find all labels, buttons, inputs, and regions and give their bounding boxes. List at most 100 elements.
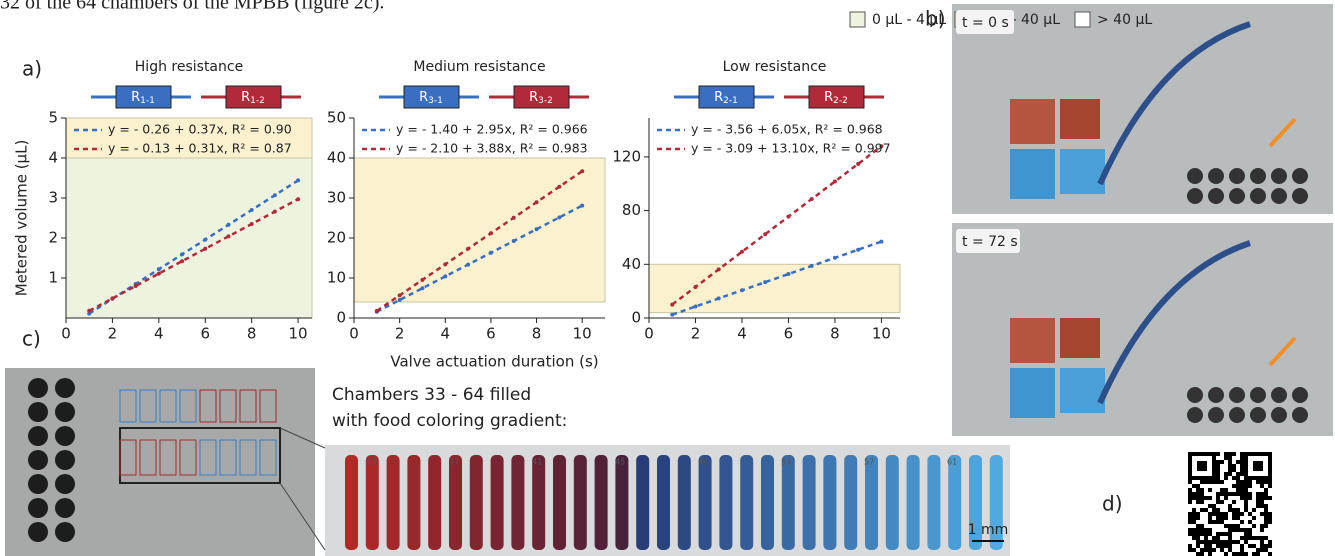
qr-cell bbox=[1244, 536, 1248, 540]
qr-cell bbox=[1220, 520, 1224, 524]
data-point bbox=[203, 237, 208, 242]
qr-cell bbox=[1232, 512, 1236, 516]
resistor-subscript: 2-2 bbox=[833, 96, 848, 106]
chamber bbox=[740, 455, 754, 550]
chart-title: Low resistance bbox=[723, 59, 827, 75]
data-point bbox=[809, 197, 814, 202]
port bbox=[1229, 387, 1245, 403]
fit-line bbox=[88, 198, 299, 312]
channel-group bbox=[119, 439, 137, 476]
fit-line bbox=[671, 145, 883, 306]
port bbox=[1229, 168, 1245, 184]
qr-cell bbox=[1256, 496, 1260, 500]
qr-cell bbox=[1216, 508, 1220, 512]
qr-cell bbox=[1204, 540, 1208, 544]
qr-cell bbox=[1220, 512, 1224, 516]
qr-cell bbox=[1260, 548, 1264, 552]
qr-cell bbox=[1232, 484, 1236, 488]
x-tick-label: 2 bbox=[691, 325, 701, 343]
port bbox=[55, 402, 75, 422]
qr-cell bbox=[1228, 536, 1232, 540]
qr-cell bbox=[1220, 492, 1224, 496]
qr-cell bbox=[1228, 468, 1232, 472]
qr-cell bbox=[1248, 496, 1252, 500]
port bbox=[1208, 168, 1224, 184]
qr-cell bbox=[1200, 524, 1204, 528]
resistor-box bbox=[808, 85, 865, 109]
qr-cell bbox=[1216, 516, 1220, 520]
y-tick-label: 10 bbox=[327, 269, 346, 287]
qr-cell bbox=[1200, 500, 1204, 504]
data-point bbox=[511, 215, 516, 220]
qr-cell bbox=[1248, 480, 1252, 484]
resistor-box bbox=[115, 85, 172, 109]
data-point bbox=[763, 280, 768, 285]
qr-cell bbox=[1264, 492, 1268, 496]
qr-cell bbox=[1220, 488, 1224, 492]
x-tick-label: 2 bbox=[395, 325, 405, 343]
qr-cell bbox=[1188, 516, 1192, 520]
chamber-number: 49 bbox=[698, 458, 708, 467]
chip-blue bbox=[1010, 149, 1055, 199]
port bbox=[28, 498, 48, 518]
qr-cell bbox=[1232, 468, 1236, 472]
qr-cell bbox=[1224, 524, 1228, 528]
data-point bbox=[272, 209, 277, 214]
qr-cell bbox=[1260, 496, 1264, 500]
port bbox=[1292, 387, 1308, 403]
qr-cell bbox=[1236, 492, 1240, 496]
qr-cell bbox=[1216, 472, 1220, 476]
data-point bbox=[716, 296, 721, 301]
qr-finder bbox=[1197, 461, 1207, 471]
y-tick-label: 120 bbox=[612, 147, 641, 165]
qr-cell bbox=[1208, 552, 1212, 556]
qr-cell bbox=[1192, 536, 1196, 540]
qr-cell bbox=[1200, 548, 1204, 552]
qr-cell bbox=[1228, 508, 1232, 512]
qr-cell bbox=[1196, 536, 1200, 540]
resistor-label: R2-2 bbox=[824, 90, 848, 106]
qr-cell bbox=[1220, 500, 1224, 504]
qr-cell bbox=[1228, 464, 1232, 468]
qr-cell bbox=[1248, 544, 1252, 548]
qr-cell bbox=[1256, 536, 1260, 540]
data-point bbox=[397, 298, 402, 302]
legend-label: y = - 0.13 + 0.31x, R² = 0.87 bbox=[108, 141, 292, 156]
port bbox=[1250, 387, 1266, 403]
qr-cell bbox=[1264, 508, 1268, 512]
scale-label: 1 mm bbox=[968, 522, 1009, 538]
qr-cell bbox=[1264, 544, 1268, 548]
qr-cell bbox=[1208, 512, 1212, 516]
y-tick-label: 40 bbox=[622, 255, 641, 273]
y-tick-label: 80 bbox=[622, 201, 641, 219]
data-point bbox=[249, 208, 254, 212]
qr-cell bbox=[1224, 544, 1228, 548]
qr-cell bbox=[1232, 500, 1236, 504]
x-tick-label: 6 bbox=[784, 325, 794, 343]
resistor-label: R1-2 bbox=[241, 90, 265, 106]
qr-cell bbox=[1188, 500, 1192, 504]
port bbox=[55, 378, 75, 398]
qr-cell bbox=[1208, 540, 1212, 544]
qr-cell bbox=[1196, 528, 1200, 532]
qr-finder bbox=[1188, 452, 1216, 480]
channel-group bbox=[219, 439, 237, 476]
qr-cell bbox=[1196, 540, 1200, 544]
qr-cell bbox=[1244, 484, 1248, 488]
resistor-symbol: R bbox=[131, 90, 140, 105]
data-point bbox=[580, 169, 585, 174]
qr-cell bbox=[1228, 528, 1232, 532]
y-tick-label: 5 bbox=[48, 109, 58, 127]
qr-cell bbox=[1224, 472, 1228, 476]
qr-cell bbox=[1264, 488, 1268, 492]
port bbox=[1208, 188, 1224, 204]
data-point bbox=[203, 246, 208, 251]
qr-cell bbox=[1196, 488, 1200, 492]
qr-cell bbox=[1236, 472, 1240, 476]
qr-cell bbox=[1244, 480, 1248, 484]
x-tick-label: 0 bbox=[61, 325, 71, 343]
port bbox=[55, 474, 75, 494]
qr-cell bbox=[1196, 516, 1200, 520]
chamber-number: 61 bbox=[947, 458, 957, 467]
port bbox=[1292, 188, 1308, 204]
